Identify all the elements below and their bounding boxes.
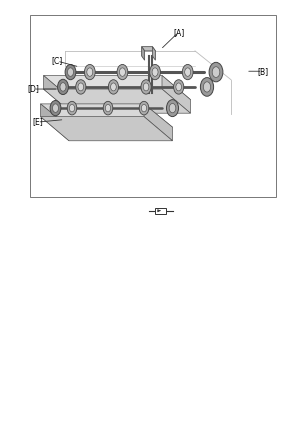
Text: [D]: [D]	[27, 84, 39, 94]
Polygon shape	[144, 104, 172, 141]
Circle shape	[103, 101, 113, 115]
Circle shape	[169, 103, 176, 113]
Circle shape	[58, 79, 68, 95]
Polygon shape	[44, 75, 190, 100]
Text: [C]: [C]	[51, 56, 63, 66]
Circle shape	[60, 83, 66, 91]
Circle shape	[203, 82, 211, 92]
Circle shape	[105, 104, 111, 112]
Circle shape	[69, 104, 75, 112]
Text: [B]: [B]	[257, 67, 268, 76]
Circle shape	[141, 80, 151, 94]
Circle shape	[174, 80, 184, 94]
Circle shape	[108, 80, 118, 94]
Circle shape	[212, 67, 220, 78]
Circle shape	[150, 64, 160, 80]
Polygon shape	[40, 104, 69, 141]
Bar	[155, 208, 166, 214]
Circle shape	[143, 83, 149, 91]
Circle shape	[182, 64, 193, 80]
Polygon shape	[152, 47, 155, 60]
Circle shape	[152, 68, 158, 76]
Text: [E]: [E]	[32, 117, 43, 127]
Circle shape	[67, 101, 77, 115]
Polygon shape	[44, 89, 190, 113]
Text: [A]: [A]	[173, 28, 184, 37]
Circle shape	[78, 83, 84, 91]
Polygon shape	[40, 117, 172, 141]
Circle shape	[167, 100, 178, 117]
Circle shape	[111, 83, 116, 91]
Circle shape	[76, 80, 86, 94]
Polygon shape	[142, 47, 145, 60]
Circle shape	[52, 104, 59, 112]
Circle shape	[200, 78, 214, 96]
Circle shape	[176, 83, 182, 91]
Circle shape	[139, 101, 149, 115]
Circle shape	[84, 64, 95, 80]
Polygon shape	[142, 47, 155, 51]
Circle shape	[117, 64, 128, 80]
Circle shape	[87, 68, 93, 76]
Circle shape	[209, 62, 223, 82]
Polygon shape	[40, 104, 172, 127]
Polygon shape	[44, 75, 72, 113]
Circle shape	[185, 68, 191, 76]
Bar	[30, 15, 276, 197]
Circle shape	[65, 64, 76, 80]
Circle shape	[68, 68, 74, 76]
Circle shape	[119, 68, 125, 76]
Circle shape	[141, 104, 147, 112]
Polygon shape	[162, 75, 190, 113]
Circle shape	[50, 100, 61, 116]
